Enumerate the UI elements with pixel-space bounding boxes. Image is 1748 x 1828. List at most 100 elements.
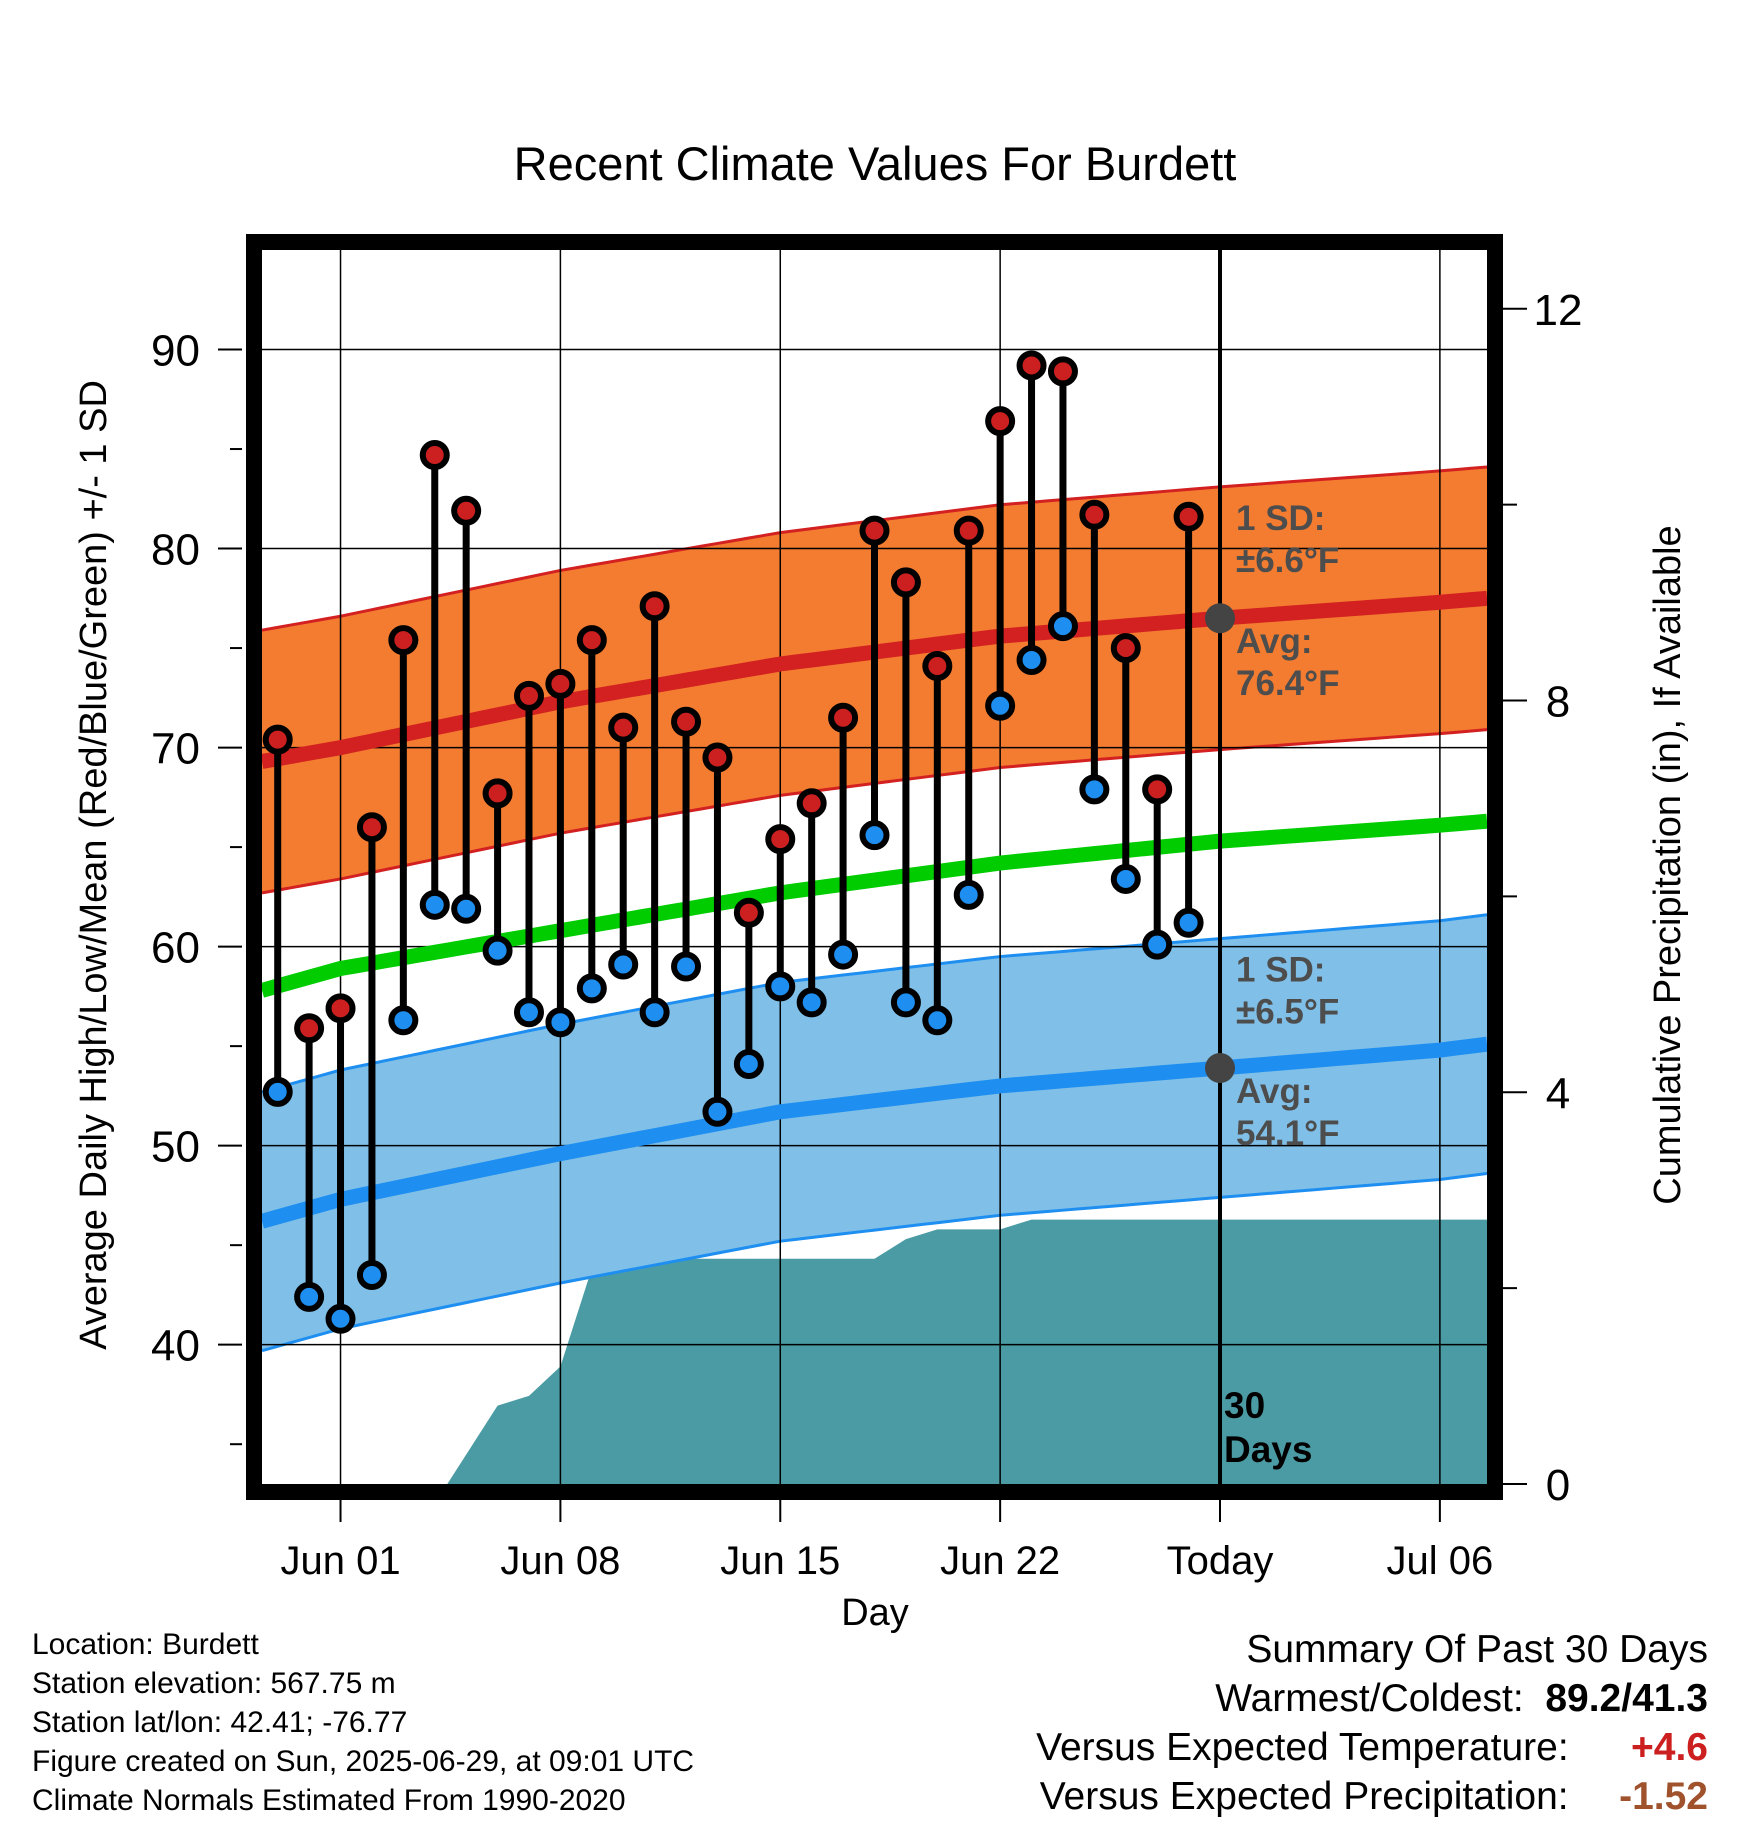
station-info: Location: Burdett Station elevation: 567…	[32, 1625, 694, 1820]
location-text: Location: Burdett	[32, 1628, 259, 1661]
period-label-number: 30	[1224, 1385, 1265, 1426]
daily-low-point	[828, 939, 859, 970]
daily-high-point	[639, 591, 670, 622]
daily-low-point	[482, 935, 513, 966]
high-sd-label: 1 SD:	[1236, 499, 1325, 538]
low-sd-value: ±6.5°F	[1236, 993, 1339, 1032]
y2-tick-label: 12	[1534, 286, 1583, 335]
high-avg-value: 76.4°F	[1236, 664, 1340, 703]
today-high-avg-marker	[1205, 603, 1236, 634]
daily-high-point	[325, 993, 356, 1024]
daily-low-point	[545, 1007, 576, 1038]
daily-low-point	[513, 997, 544, 1028]
y-tick-label: 60	[151, 924, 200, 973]
precip-value: -1.52	[1619, 1775, 1708, 1818]
daily-high-point	[608, 712, 639, 743]
summary-panel: Summary Of Past 30 Days Warmest/Coldest:…	[1036, 1625, 1708, 1821]
daily-high-point	[796, 788, 827, 819]
daily-low-point	[1142, 929, 1173, 960]
summary-title: Summary Of Past 30 Days	[1246, 1628, 1708, 1671]
daily-low-point	[1047, 611, 1078, 642]
daily-low-point	[388, 1005, 419, 1036]
y-axis-label: Average Daily High/Low/Mean (Red/Blue/Gr…	[73, 380, 115, 1350]
daily-low-point	[1016, 645, 1047, 676]
y-tick-label: 90	[151, 327, 200, 376]
daily-low-point	[796, 987, 827, 1018]
daily-high-point	[419, 440, 450, 471]
normals-text: Climate Normals Estimated From 1990-2020	[32, 1784, 626, 1817]
x-tick-label: Jul 06	[1387, 1539, 1494, 1583]
daily-low-point	[451, 893, 482, 924]
daily-high-point	[828, 702, 859, 733]
x-tick-label: Jun 22	[940, 1539, 1060, 1583]
daily-low-point	[1079, 774, 1110, 805]
daily-high-point	[765, 824, 796, 855]
daily-high-point	[733, 897, 764, 928]
daily-low-point	[294, 1281, 325, 1312]
daily-high-point	[1142, 774, 1173, 805]
x-tick-label: Jun 15	[720, 1539, 840, 1583]
precip-area	[262, 1219, 1487, 1484]
daily-high-point	[482, 778, 513, 809]
daily-low-point	[356, 1260, 387, 1291]
daily-low-point	[1110, 863, 1141, 894]
daily-low-point	[765, 971, 796, 1002]
daily-high-point	[922, 650, 953, 681]
y-tick-label: 50	[151, 1123, 200, 1172]
warm-cold-label: Warmest/Coldest:	[1215, 1677, 1524, 1720]
created-text: Figure created on Sun, 2025-06-29, at 09…	[32, 1745, 695, 1778]
daily-high-point	[1110, 633, 1141, 664]
daily-low-point	[262, 1076, 293, 1107]
chart-title: Recent Climate Values For Burdett	[514, 137, 1237, 190]
period-label-unit: Days	[1224, 1429, 1312, 1470]
low-sd-label: 1 SD:	[1236, 951, 1325, 990]
precip-label: Versus Expected Precipitation:	[1039, 1775, 1569, 1818]
daily-low-point	[419, 889, 450, 920]
daily-low-point	[922, 1005, 953, 1036]
daily-low-point	[576, 973, 607, 1004]
mean-normal-line	[262, 813, 1487, 998]
daily-high-point	[702, 742, 733, 773]
daily-high-point	[1047, 356, 1078, 387]
y2-axis-label: Cumulative Precipitation (in), If Availa…	[1647, 525, 1689, 1204]
daily-high-point	[1079, 499, 1110, 530]
y2-tick-label: 0	[1546, 1461, 1570, 1510]
low-normal-line	[262, 1036, 1487, 1229]
y-tick-label: 40	[151, 1322, 200, 1371]
x-axis-label: Day	[841, 1592, 909, 1634]
daily-low-point	[985, 690, 1016, 721]
daily-high-point	[890, 567, 921, 598]
y-tick-label: 80	[151, 526, 200, 575]
x-tick-label: Jun 08	[500, 1539, 620, 1583]
daily-low-point	[608, 949, 639, 980]
daily-low-point	[325, 1303, 356, 1334]
daily-high-point	[953, 515, 984, 546]
daily-low-point	[1173, 907, 1204, 938]
daily-high-point	[859, 515, 890, 546]
daily-high-point	[545, 668, 576, 699]
summary-precip: Versus Expected Precipitation: -1.52	[1036, 1772, 1708, 1821]
daily-high-point	[262, 724, 293, 755]
low-sd-band-lower-edge	[262, 1172, 1487, 1353]
low-avg-value: 54.1°F	[1236, 1114, 1340, 1153]
low-sd-band-upper-edge	[262, 913, 1487, 1094]
summary-warm-cold: Warmest/Coldest: 89.2/41.3	[1036, 1674, 1708, 1723]
daily-high-point	[388, 625, 419, 656]
y2-tick-label: 4	[1546, 1069, 1570, 1118]
daily-high-point	[356, 812, 387, 843]
today-low-avg-marker	[1205, 1053, 1236, 1084]
daily-high-point	[513, 680, 544, 711]
summary-temp: Versus Expected Temperature: +4.6	[1036, 1723, 1708, 1772]
daily-low-point	[953, 879, 984, 910]
daily-high-point	[294, 1013, 325, 1044]
daily-low-point	[890, 987, 921, 1018]
daily-low-point	[702, 1096, 733, 1127]
temp-value: +4.6	[1631, 1726, 1708, 1769]
x-tick-label: Jun 01	[280, 1539, 400, 1583]
temp-label: Versus Expected Temperature:	[1036, 1726, 1569, 1769]
low-avg-label: Avg:	[1236, 1072, 1312, 1111]
daily-low-point	[733, 1049, 764, 1080]
daily-low-point	[859, 820, 890, 851]
daily-high-point	[671, 706, 702, 737]
